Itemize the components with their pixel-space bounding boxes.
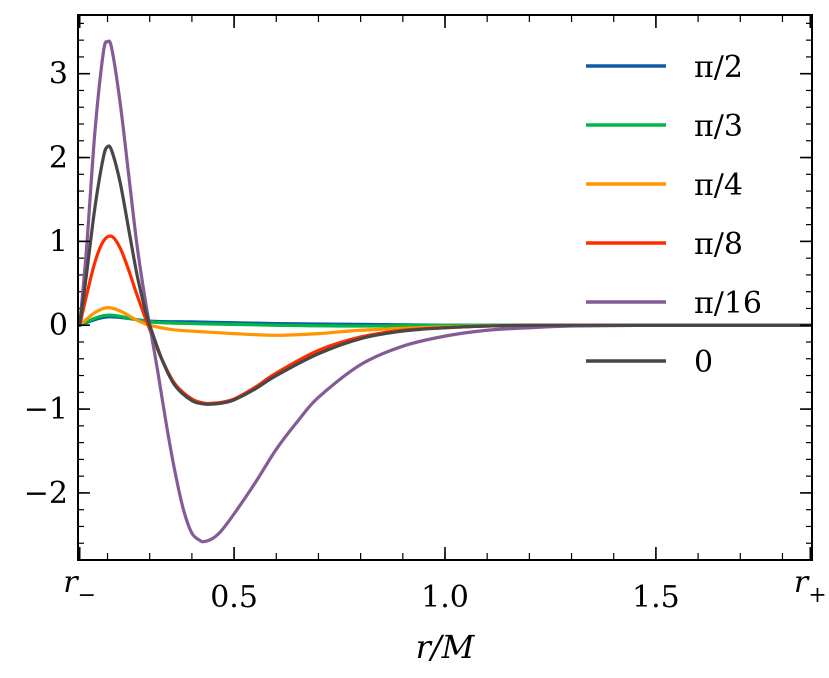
y-tick-label: −1: [24, 392, 68, 427]
series-lines: [78, 39, 812, 544]
y-tick-label: −2: [24, 476, 68, 511]
axis-ticks: r− 0.5 1.0 1.5 r+ −2 −1 0 1 2 3: [24, 15, 827, 615]
series-line: [78, 144, 812, 406]
y-tick-label: 0: [49, 308, 68, 343]
x-tick-label: 1.0: [421, 580, 469, 615]
legend: π/2 π/3 π/4 π/8 π/16 0: [586, 50, 762, 380]
x-tick-label: 0.5: [210, 580, 258, 615]
x-tick-label: r−: [63, 565, 96, 608]
series-line: [78, 39, 812, 544]
legend-label: π/8: [694, 227, 743, 262]
legend-label: 0: [694, 345, 713, 380]
y-tick-label: 2: [49, 141, 68, 176]
legend-label: π/16: [694, 286, 762, 321]
legend-label: π/2: [694, 50, 743, 85]
x-tick-label: r+: [794, 565, 827, 608]
y-tick-label: 3: [49, 57, 68, 92]
legend-label: π/3: [694, 109, 743, 144]
y-tick-label: 1: [49, 224, 68, 259]
x-tick-label: 1.5: [632, 580, 680, 615]
x-axis-label: r/M: [416, 628, 476, 666]
legend-label: π/4: [694, 168, 743, 203]
